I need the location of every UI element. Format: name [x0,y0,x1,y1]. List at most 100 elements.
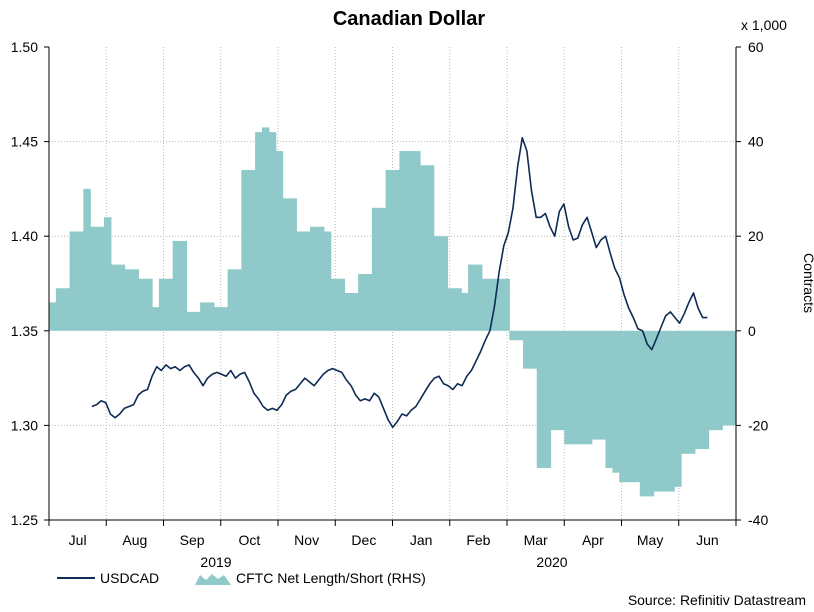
cftc-bar [543,330,552,468]
cftc-bar [76,231,84,331]
cftc-bar [488,278,497,331]
source-note: Source: Refinitiv Datastream [627,592,806,608]
legend-label-cftc: CFTC Net Length/Short (RHS) [236,570,426,586]
cftc-bar [49,302,57,331]
x-tick-label: Apr [582,532,604,548]
x-tick-label: May [637,532,663,548]
cftc-bar [358,274,366,331]
x-tick-label: Oct [238,532,260,548]
cftc-bar [413,151,421,331]
cftc-bar [502,278,510,331]
cftc-bar [399,151,407,331]
right-axis-label: Contracts [801,253,814,313]
x-tick-label: Aug [122,532,147,548]
usdcad-line [91,137,708,429]
left-tick-label: 1.25 [11,512,38,528]
cftc-bar [186,311,194,331]
cftc-bar [564,330,572,445]
cftc-bar [646,330,655,497]
cftc-bar [509,330,517,341]
cftc-bar [598,330,607,440]
cftc-bar [248,169,256,331]
cftc-bar [55,288,64,331]
cftc-bar [468,264,476,331]
cftc-bar [282,198,291,331]
cftc-bar [69,231,78,331]
left-tick-label: 1.50 [11,39,38,55]
cftc-bar [632,330,641,483]
cftc-bar [303,231,311,331]
left-tick-label: 1.35 [11,323,38,339]
right-axis-unit-note: x 1,000 [741,17,787,33]
x-tick-label: Feb [466,532,490,548]
cftc-bar [447,288,455,331]
cftc-bar [571,330,579,445]
cftc-bar [674,330,682,487]
cftc-bar [516,330,524,341]
cftc-bar [392,169,400,331]
x-tick-label: Jan [410,532,433,548]
right-tick-label: 40 [748,134,764,150]
left-tick-label: 1.45 [11,134,38,150]
legend: USDCAD CFTC Net Length/Short (RHS) [57,570,426,586]
cftc-bar [330,278,339,331]
right-tick-label: -20 [748,417,768,433]
cftc-bar [344,292,352,331]
cftc-bar [220,307,229,331]
cftc-bar [152,307,160,331]
cftc-bar [653,330,662,492]
cftc-bar [591,330,600,440]
axes [44,46,741,526]
left-tick-label: 1.40 [11,228,38,244]
cftc-bar [268,132,277,331]
legend-label-usdcad: USDCAD [100,570,159,586]
cftc-bar [90,226,98,331]
cftc-bar [337,278,346,331]
cftc-bar [687,330,696,454]
x-tick-label: Sep [180,532,205,548]
cftc-bar [536,330,545,468]
x-axis-ticks: Jul Aug Sep Oct Nov Dec Jan Feb Mar Apr May Jun [69,532,719,548]
left-axis-ticks: 1.25 1.30 1.35 1.40 1.45 1.50 [11,39,38,528]
cftc-bar [351,292,359,331]
cftc-bar [605,330,613,468]
cftc-bar [433,236,442,331]
cftc-bar [207,302,215,331]
x-tick-label: Mar [524,532,548,548]
cftc-bar [440,236,449,331]
cftc-bar [557,330,565,431]
cftc-bar [577,330,586,445]
cftc-bar [227,269,236,331]
right-tick-label: 0 [748,323,756,339]
cftc-bar [138,278,146,331]
right-tick-label: 20 [748,228,764,244]
usdcad-line-layer [91,137,708,429]
cftc-bar [715,330,723,431]
cftc-bar [626,330,634,483]
cftc-bar [310,226,318,331]
cftc-bar [200,302,208,331]
cftc-bar [667,330,675,492]
cftc-bar [639,330,648,497]
cftc-bar [378,207,387,331]
cftc-bar [110,264,119,331]
cftc-bar [681,330,689,454]
cftc-bar [550,330,558,431]
cftc-bar [255,132,263,331]
cftc-bar [523,330,531,369]
cftc-area-layer [49,127,737,497]
cftc-bar [461,292,469,331]
legend-swatch-cftc [195,574,231,585]
cftc-bar [481,278,490,331]
cftc-bar [371,207,380,331]
cftc-bar [117,264,126,331]
year-label-2020: 2020 [536,554,567,570]
x-tick-label: Nov [294,532,319,548]
cftc-bar [323,231,332,331]
x-tick-label: Dec [351,532,376,548]
cftc-bar [454,288,462,331]
left-tick-label: 1.30 [11,417,38,433]
cftc-bar [474,264,483,331]
cftc-bar [234,269,242,331]
